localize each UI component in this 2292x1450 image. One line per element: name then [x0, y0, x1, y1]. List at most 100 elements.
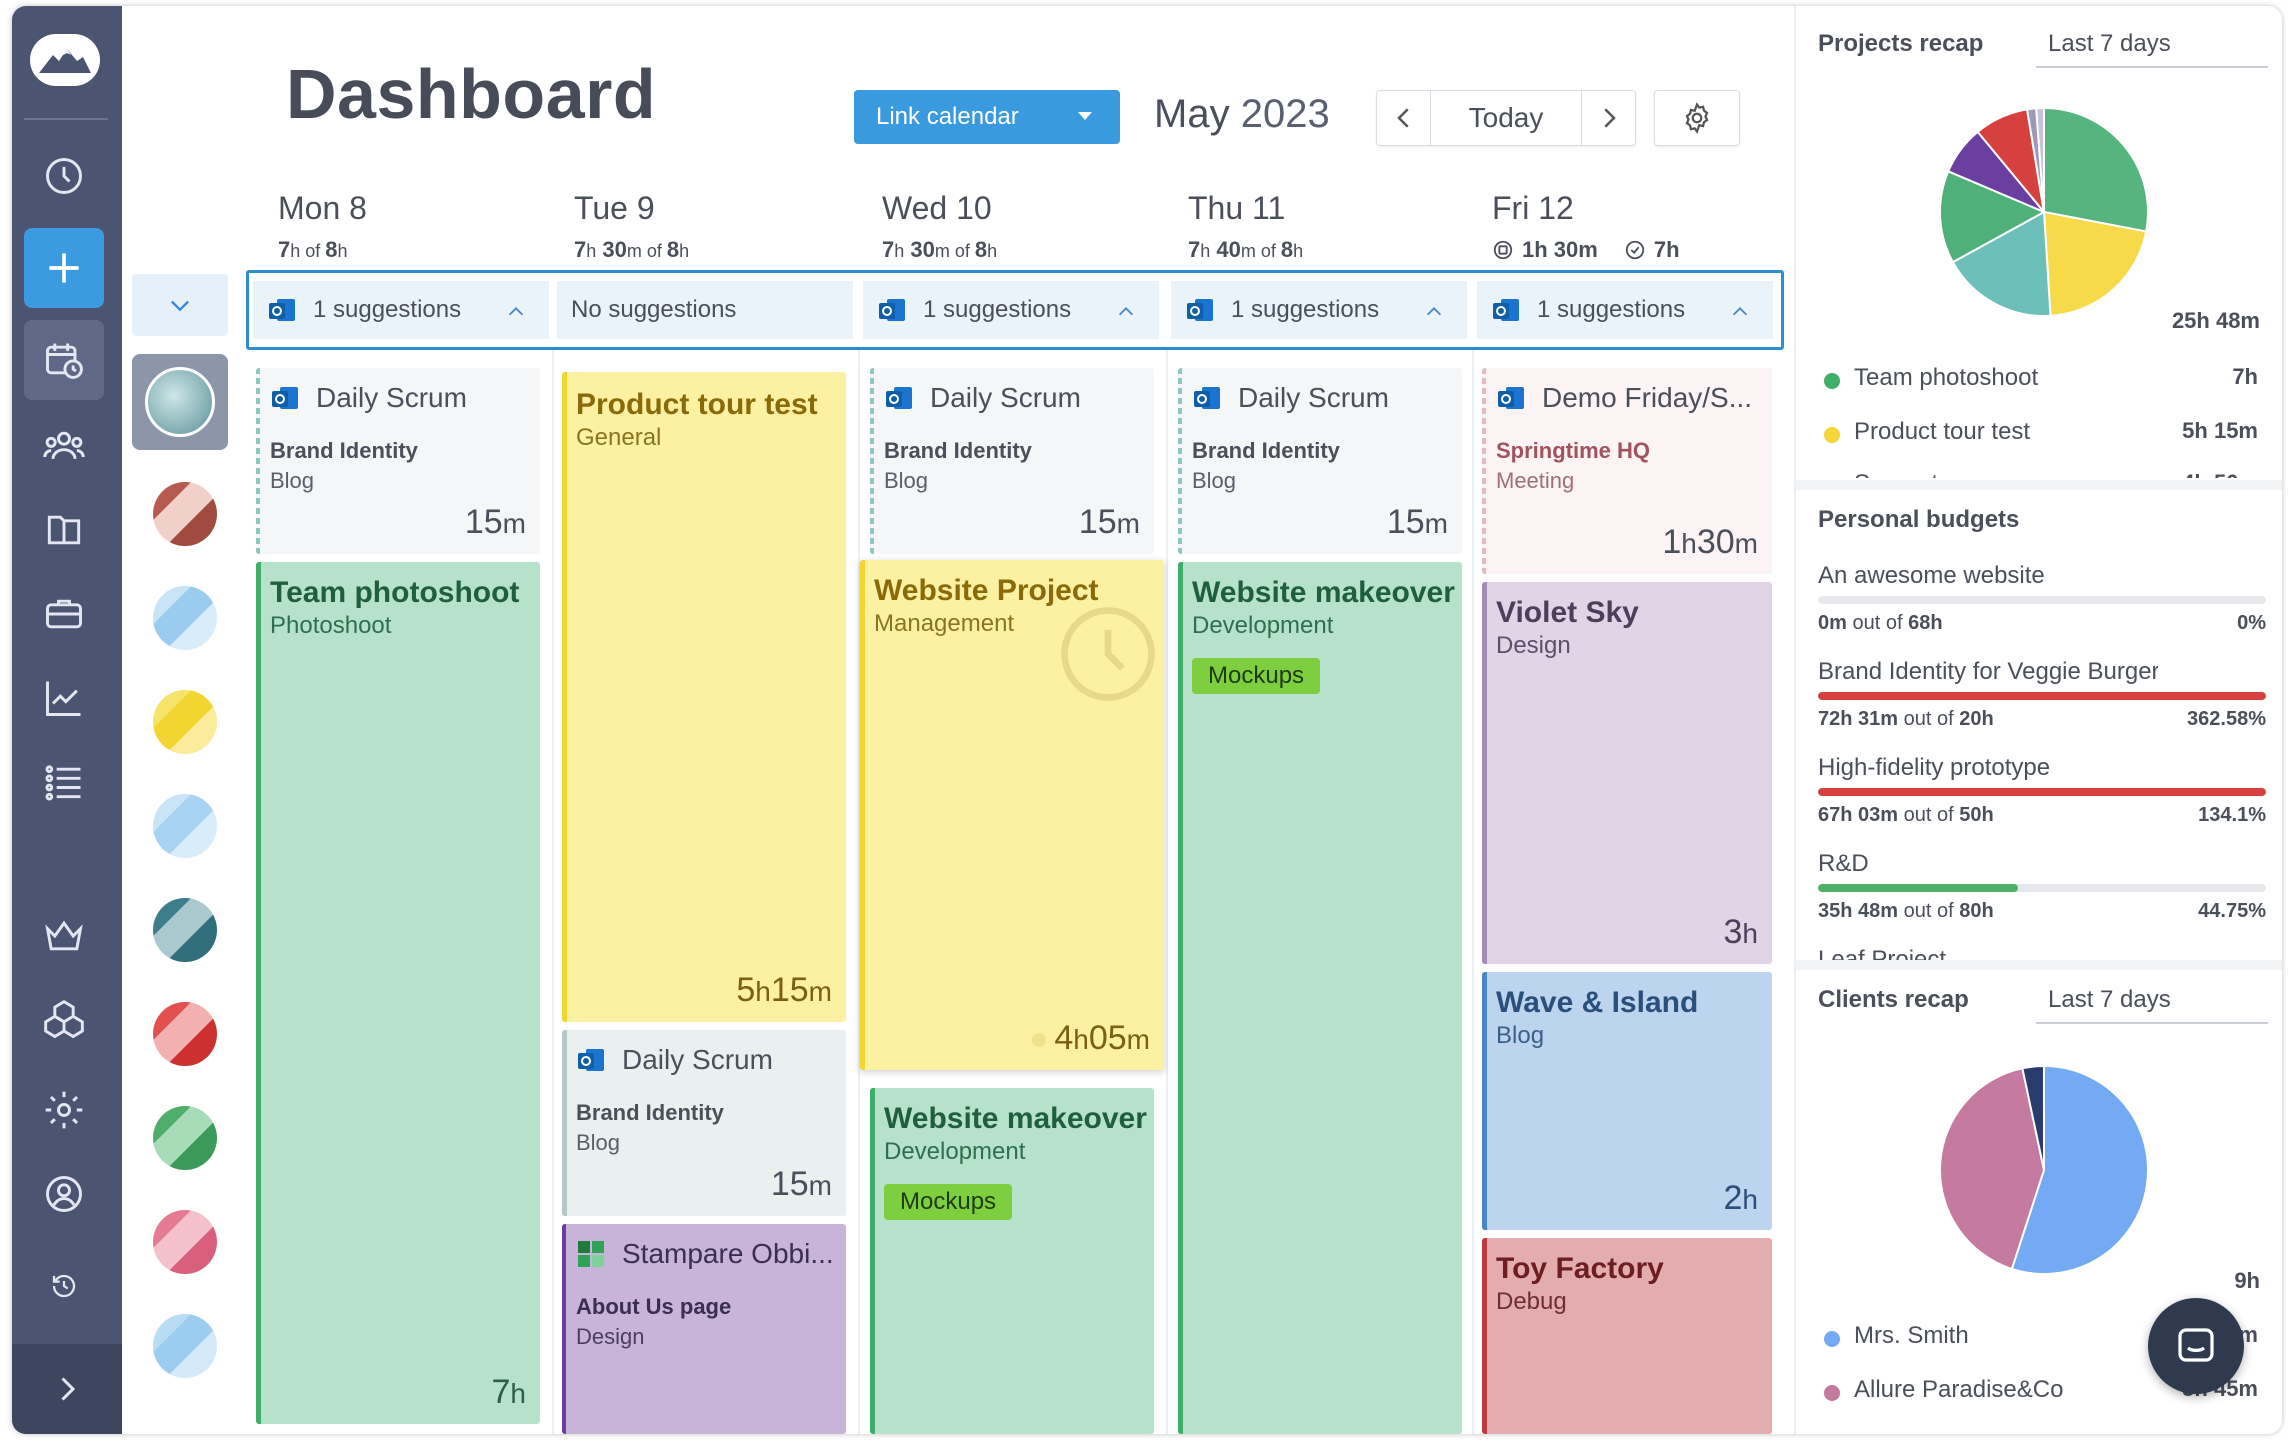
member-swatch[interactable] [153, 898, 217, 962]
nav-team[interactable] [24, 406, 104, 486]
nav-add[interactable] [24, 228, 104, 308]
chevron-up-icon[interactable] [505, 301, 527, 323]
event-card[interactable]: Demo Friday/S... Springtime HQ Meeting 1… [1482, 368, 1772, 574]
event-duration: 5h15m [736, 971, 832, 1009]
event-title: Stampare Obbi... [622, 1238, 834, 1269]
legend-item[interactable]: Allure Paradise&Co 3h 45m [1818, 1376, 2266, 1410]
nav-integrations[interactable] [24, 980, 104, 1060]
member-swatch[interactable] [153, 1210, 217, 1274]
nav-profile[interactable] [24, 1154, 104, 1234]
nav-upgrade[interactable] [24, 896, 104, 976]
suggestion-tue[interactable]: No suggestions [557, 281, 853, 339]
event-card[interactable]: Website makeover Development Mockups [870, 1088, 1154, 1434]
event-card[interactable]: Daily Scrum Brand Identity Blog 15m [256, 368, 540, 554]
event-card[interactable]: Team photoshoot Photoshoot 7h [256, 562, 540, 1424]
legend-dot [1824, 1331, 1840, 1347]
pie-slice[interactable] [2021, 1064, 2045, 1171]
expand-nav-button[interactable] [12, 1344, 122, 1434]
budget-item[interactable]: Brand Identity for Veggie Burger 72h 31m… [1818, 658, 2266, 736]
date-navigation: Today [1376, 90, 1636, 146]
nav-clients[interactable] [24, 574, 104, 654]
calendar-settings-button[interactable] [1654, 90, 1740, 146]
suggestion-wed[interactable]: 1 suggestions [863, 281, 1159, 339]
nav-settings[interactable] [24, 1070, 104, 1150]
mountain-logo-icon [39, 49, 91, 73]
event-card[interactable]: Violet Sky Design 3h [1482, 582, 1772, 964]
event-card[interactable]: Wave & Island Blog 2h [1482, 972, 1772, 1230]
pie-slice[interactable] [2042, 210, 2148, 317]
nav-timesheet[interactable] [24, 136, 104, 216]
member-swatch[interactable] [153, 690, 217, 754]
budget-item[interactable]: R&D 35h 48m out of 80h 44.75% [1818, 850, 2266, 928]
next-week-button[interactable] [1581, 91, 1635, 145]
pie-slice[interactable] [2010, 1064, 2149, 1275]
nav-dashboard[interactable] [24, 320, 104, 400]
legend-item[interactable]: Product tour test 5h 15m [1818, 418, 2266, 452]
nav-reports[interactable] [24, 658, 104, 738]
nav-tasks[interactable] [24, 742, 104, 822]
pie-slice[interactable] [2035, 106, 2045, 213]
nav-projects[interactable] [24, 490, 104, 570]
chat-launcher-button[interactable] [2148, 1298, 2244, 1394]
pie-slice[interactable] [1951, 210, 2052, 317]
event-card[interactable]: Toy Factory Debug [1482, 1238, 1772, 1434]
outlook-icon [1185, 295, 1215, 325]
chevron-up-icon[interactable] [1423, 301, 1445, 323]
projects-range-select[interactable]: Last 7 days [2036, 30, 2268, 68]
day-hours: 7h 30m of 8h [882, 237, 998, 262]
clients-range-select[interactable]: Last 7 days [2036, 986, 2268, 1024]
chevron-up-icon[interactable] [1729, 301, 1751, 323]
legend-item[interactable]: Support 4h 50m [1818, 470, 2266, 478]
event-header: Demo Friday/S... [1496, 382, 1752, 414]
event-header: Stampare Obbi... [576, 1238, 834, 1270]
event-subtitle: Debug [1496, 1288, 1567, 1315]
chevron-up-icon[interactable] [1115, 301, 1137, 323]
event-card[interactable]: Product tour test General 5h15m [562, 372, 846, 1022]
column-divider [858, 350, 860, 1434]
pie-slice[interactable] [2043, 106, 2149, 233]
nav-history[interactable] [24, 1246, 104, 1326]
projects-pie-chart [1939, 106, 2149, 317]
event-duration: 2h [1723, 1179, 1759, 1217]
event-subtitle: Photoshoot [270, 612, 392, 639]
app-logo[interactable] [30, 34, 100, 86]
pie-slice[interactable] [1939, 169, 2047, 264]
link-calendar-button[interactable]: Link calendar [854, 90, 1120, 144]
budget-name: High-fidelity prototype [1818, 754, 2051, 781]
event-task: Blog [884, 468, 929, 493]
legend-item[interactable]: Team photoshoot 7h [1818, 364, 2266, 398]
event-card[interactable]: Website Project Management 4h05m [860, 560, 1164, 1070]
event-subtitle: Development [1192, 612, 1334, 639]
event-card[interactable]: Daily Scrum Brand Identity Blog 15m [562, 1030, 846, 1216]
today-button[interactable]: Today [1468, 102, 1544, 133]
event-title: Daily Scrum [930, 382, 1081, 413]
event-card[interactable]: Daily Scrum Brand Identity Blog 15m [1178, 368, 1462, 554]
event-card[interactable]: Stampare Obbi... About Us page Design [562, 1224, 846, 1434]
avatar[interactable] [132, 354, 228, 450]
budget-item[interactable]: Leaf Project [1818, 946, 2266, 960]
event-title: Daily Scrum [622, 1044, 773, 1075]
budgets-list: An awesome website 0m out of 68h 0% Brand… [1796, 554, 2282, 960]
event-subtitle: General [576, 424, 662, 451]
budget-item[interactable]: High-fidelity prototype 67h 03m out of 5… [1818, 754, 2266, 832]
caret-down-icon[interactable] [1078, 112, 1092, 120]
event-project: Brand Identity [270, 438, 418, 463]
page-title: Dashboard [286, 55, 657, 133]
member-swatch[interactable] [153, 1314, 217, 1378]
pie-slice[interactable] [1939, 1067, 2046, 1271]
budget-item[interactable]: An awesome website 0m out of 68h 0% [1818, 562, 2266, 640]
event-card[interactable]: Website makeover Development Mockups [1178, 562, 1462, 1434]
event-project: About Us page [576, 1294, 732, 1319]
member-swatch[interactable] [153, 586, 217, 650]
event-project: Brand Identity [884, 438, 1032, 463]
member-swatch[interactable] [153, 1002, 217, 1066]
suggestion-mon[interactable]: 1 suggestions [253, 281, 549, 339]
member-swatch[interactable] [153, 794, 217, 858]
previous-week-button[interactable] [1377, 91, 1431, 145]
suggestion-fri[interactable]: 1 suggestions [1477, 281, 1773, 339]
collapse-suggestions-button[interactable] [132, 274, 228, 336]
event-card[interactable]: Daily Scrum Brand Identity Blog 15m [870, 368, 1154, 554]
suggestion-thu[interactable]: 1 suggestions [1171, 281, 1467, 339]
member-swatch[interactable] [153, 1106, 217, 1170]
member-swatch[interactable] [153, 482, 217, 546]
